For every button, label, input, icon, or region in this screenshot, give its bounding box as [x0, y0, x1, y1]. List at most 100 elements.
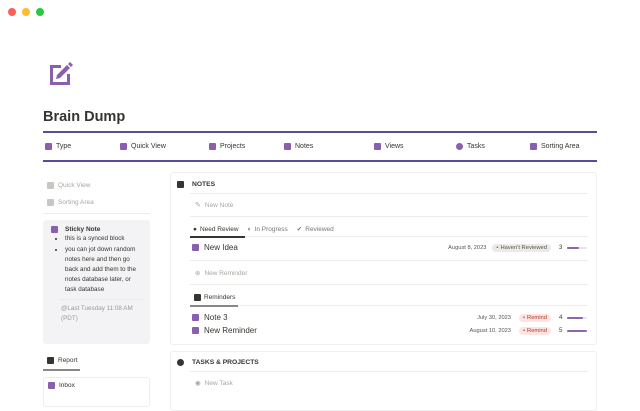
tab-need-review[interactable]: ● Need Review [193, 225, 239, 233]
bell-icon [194, 294, 201, 301]
new-task-button[interactable]: ◉ New Task [195, 379, 233, 388]
reminder-date: July 30, 2023 [477, 314, 511, 321]
count: 5 [559, 327, 563, 334]
tab-reminders[interactable]: Reminders [194, 294, 235, 301]
tab-label: In Progress [254, 225, 288, 233]
count: 4 [559, 314, 563, 321]
tag-icon [45, 143, 52, 150]
heading-text: NOTES [192, 181, 216, 188]
progress-bar [567, 316, 587, 319]
stack-icon [209, 143, 216, 150]
nav-views[interactable]: Views [374, 143, 404, 150]
button-label: New Note [204, 201, 234, 209]
nav-quick-view[interactable]: Quick View [120, 143, 166, 150]
nav-label: Projects [220, 143, 246, 150]
page-title: Brain Dump [43, 109, 126, 125]
note-icon [192, 314, 199, 321]
note-title: New Idea [204, 243, 238, 252]
progress-icon: ◐ [247, 225, 252, 233]
sticky-bullet: you can jot down random notes here and t… [65, 245, 144, 295]
note-date: August 8, 2023 [448, 244, 487, 251]
shapes-icon [47, 199, 54, 206]
nav-label: Views [385, 143, 404, 150]
button-label: New Task [204, 379, 233, 387]
reminder-title: New Reminder [204, 326, 257, 335]
reminder-title: Note 3 [204, 313, 228, 322]
nav-bar: Type Quick View Projects Notes Views Tas… [43, 131, 597, 162]
nav-label: Quick View [131, 143, 166, 150]
status-badge: • Haven't Reviewed [492, 243, 551, 252]
sticky-note: Sticky Note this is a synced blockyou ca… [43, 220, 150, 344]
note-row[interactable]: New Idea August 8, 2023 • Haven't Review… [192, 243, 587, 252]
status-badge: • Remind [518, 326, 551, 335]
nav-label: Type [56, 143, 72, 150]
nav-tasks[interactable]: Tasks [456, 143, 485, 150]
edit-icon: ✎ [195, 202, 201, 209]
tab-reviewed[interactable]: ✔ Reviewed [296, 225, 334, 234]
bell-icon [177, 181, 184, 188]
sticky-bullet: this is a synced block [65, 234, 144, 244]
item-label: Inbox [59, 382, 75, 389]
new-note-button[interactable]: ✎ New Note [195, 201, 234, 210]
progress-bar [567, 329, 587, 332]
tab-label: Reminders [204, 294, 236, 301]
document-icon [284, 143, 291, 150]
nav-sorting-area[interactable]: Sorting Area [530, 143, 580, 150]
report-item-inbox[interactable]: Inbox [48, 382, 145, 389]
inbox-icon [48, 382, 55, 389]
new-reminder-button[interactable]: ⊕ New Reminder [195, 269, 248, 278]
check-circle-icon [456, 143, 463, 150]
sidebar-link-sorting-area[interactable]: Sorting Area [47, 199, 94, 206]
button-label: New Reminder [204, 269, 248, 277]
sidebar-link-quick-view[interactable]: Quick View [47, 182, 90, 189]
minimize-window-button[interactable] [22, 8, 30, 16]
link-label: Sorting Area [58, 199, 94, 206]
shapes-icon [530, 143, 537, 150]
plus-circle-icon: ⊕ [195, 270, 201, 277]
glasses-icon [120, 143, 127, 150]
alert-icon: ● [193, 225, 197, 233]
status-text: Haven't Reviewed [500, 244, 547, 251]
tab-label: Reviewed [305, 225, 334, 233]
maximize-window-button[interactable] [36, 8, 44, 16]
progress-bar [567, 246, 587, 249]
check-icon: ✔ [296, 226, 303, 233]
nav-label: Tasks [467, 143, 485, 150]
notes-heading: NOTES [177, 181, 215, 188]
progress-fill [567, 329, 587, 332]
tab-in-progress[interactable]: ◐ In Progress [248, 225, 288, 233]
tab-report[interactable]: Report [47, 357, 78, 364]
tasks-heading: TASKS & PROJECTS [177, 359, 259, 366]
tab-label: Need Review [199, 225, 239, 233]
status-text: Remind [527, 314, 547, 321]
link-label: Quick View [58, 182, 91, 189]
note-icon [51, 226, 58, 233]
status-badge: • Remind [518, 313, 551, 322]
heading-text: TASKS & PROJECTS [192, 359, 259, 366]
glasses-icon [47, 182, 54, 189]
note-icon [192, 327, 199, 334]
close-window-button[interactable] [8, 8, 16, 16]
count: 3 [559, 244, 563, 251]
notes-panel [170, 172, 597, 345]
progress-fill [567, 246, 579, 249]
reminder-row[interactable]: Note 3 July 30, 2023 • Remind 4 [192, 313, 587, 322]
check-circle-icon: ◉ [195, 380, 201, 387]
status-text: Remind [527, 327, 547, 334]
table-icon [47, 357, 54, 364]
nav-label: Notes [295, 143, 314, 150]
sticky-timestamp: @Last Tuesday 11:08 AM (PDT) [61, 305, 133, 322]
sticky-title: Sticky Note [65, 226, 101, 233]
nav-notes[interactable]: Notes [284, 143, 313, 150]
check-circle-icon [177, 359, 184, 366]
note-icon [192, 244, 199, 251]
reminder-row[interactable]: New Reminder August 10, 2023 • Remind 5 [192, 326, 587, 335]
grid-icon [374, 143, 381, 150]
progress-fill [567, 316, 583, 319]
pencil-square-icon [50, 62, 73, 85]
tab-label: Report [58, 357, 78, 364]
reminder-date: August 10, 2023 [469, 327, 511, 334]
nav-type[interactable]: Type [45, 143, 71, 150]
nav-label: Sorting Area [541, 143, 580, 150]
nav-projects[interactable]: Projects [209, 143, 245, 150]
